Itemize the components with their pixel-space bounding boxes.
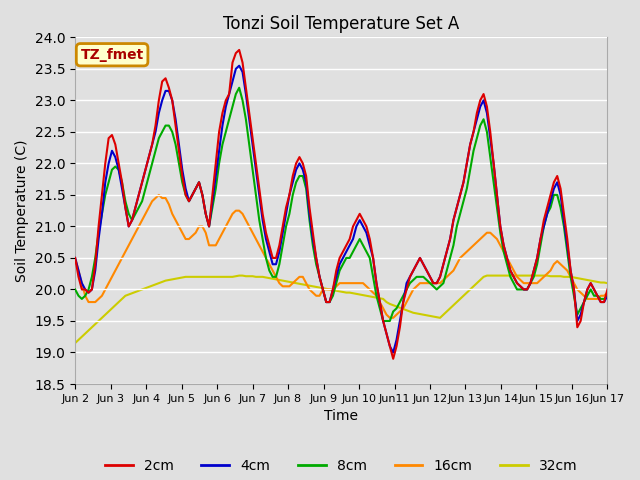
Text: TZ_fmet: TZ_fmet <box>81 48 144 62</box>
Y-axis label: Soil Temperature (C): Soil Temperature (C) <box>15 139 29 282</box>
X-axis label: Time: Time <box>324 409 358 423</box>
Legend: 2cm, 4cm, 8cm, 16cm, 32cm: 2cm, 4cm, 8cm, 16cm, 32cm <box>99 453 583 479</box>
Title: Tonzi Soil Temperature Set A: Tonzi Soil Temperature Set A <box>223 15 460 33</box>
